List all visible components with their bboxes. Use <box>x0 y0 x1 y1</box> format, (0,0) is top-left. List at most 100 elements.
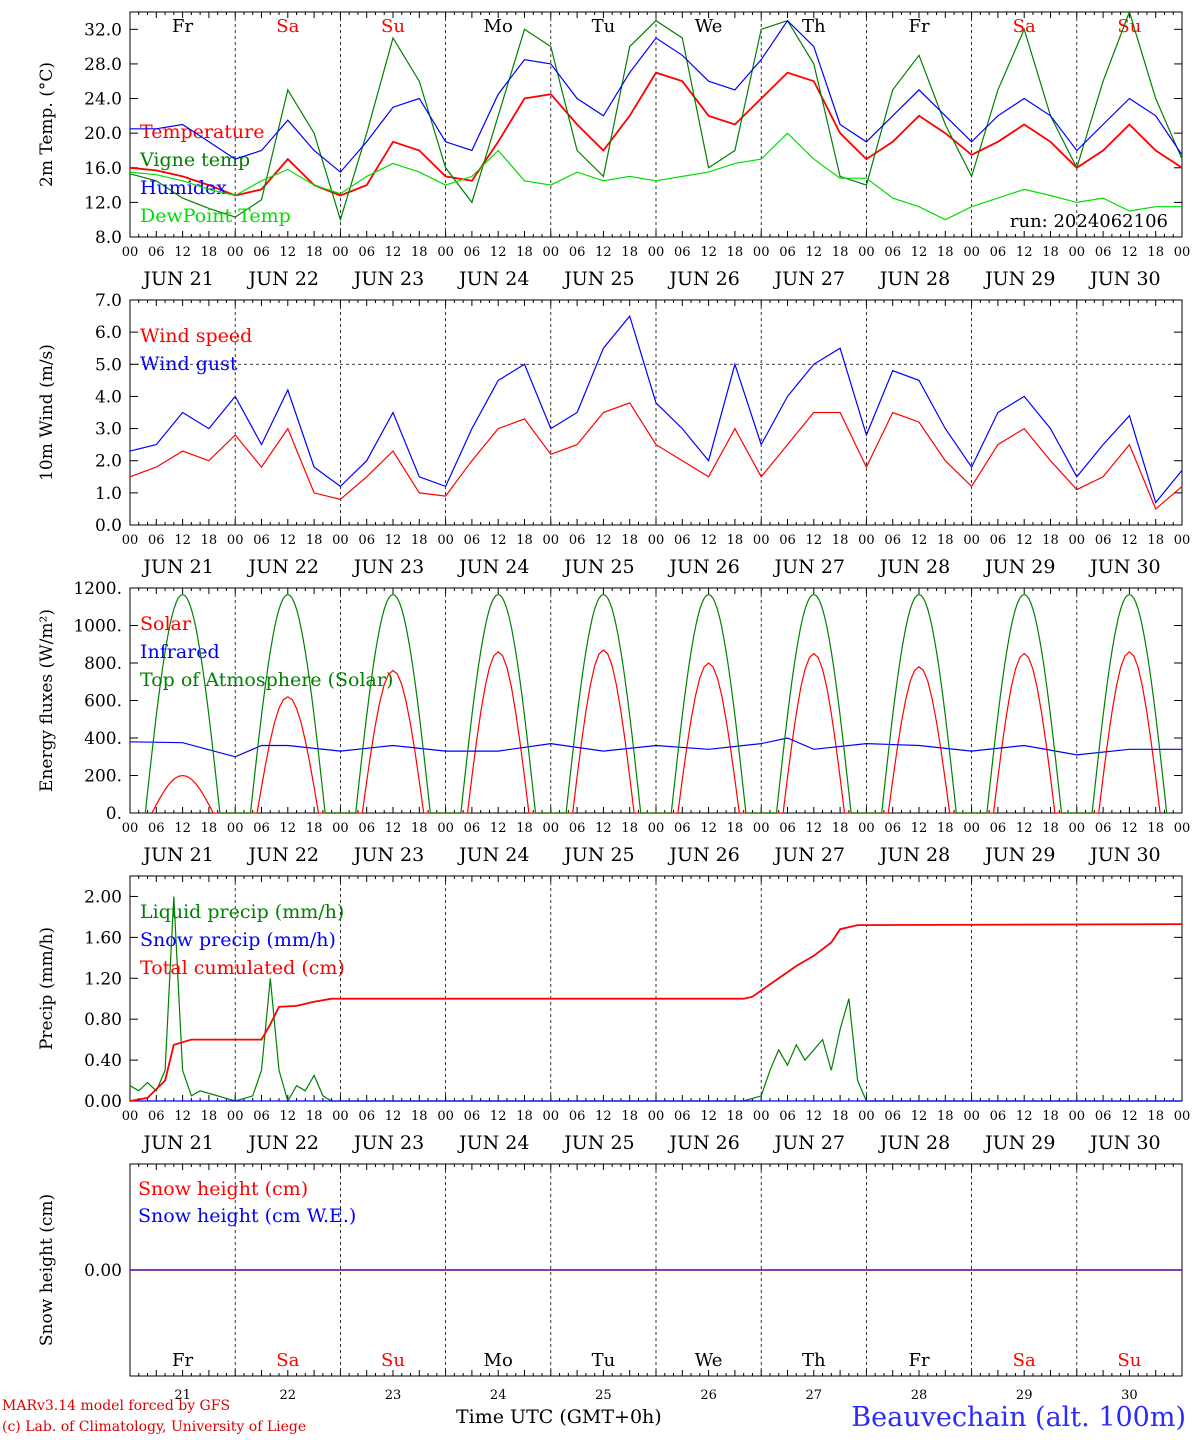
legend-series-wind-gust: Wind gust <box>140 353 238 375</box>
date-label: JUN 22 <box>247 844 319 866</box>
weekday-label: Th <box>802 16 826 37</box>
weekday-label: Tu <box>592 1350 616 1371</box>
series-vigne-temp-line <box>129 10 1183 222</box>
hour-label: 06 <box>884 1109 901 1124</box>
hour-label: 12 <box>595 533 612 548</box>
date-label: JUN 26 <box>667 268 739 290</box>
date-label: JUN 26 <box>667 1132 739 1154</box>
hour-label: 06 <box>358 1109 375 1124</box>
hour-label: 12 <box>700 245 717 260</box>
y-axis-label: Energy fluxes (W/m²) <box>37 609 57 792</box>
hour-label: 18 <box>411 821 428 836</box>
y-tick-label: 800. <box>84 654 122 674</box>
hour-label: 12 <box>595 245 612 260</box>
y-tick-label: 0.00 <box>84 1092 122 1112</box>
y-axis-label: Snow height (cm) <box>37 1194 57 1346</box>
hour-label: 06 <box>990 533 1007 548</box>
hour-label: 00 <box>963 533 980 548</box>
credit-model: MARv3.14 model forced by GFS <box>2 1398 231 1414</box>
legend-series-dewpoint-temp: DewPoint Temp <box>140 205 291 227</box>
hour-label: 06 <box>674 1109 691 1124</box>
weekday-label: Fr <box>908 1350 929 1371</box>
hour-label: 18 <box>727 533 744 548</box>
series-top-of-atmosphere-solar-line <box>144 593 1168 814</box>
y-tick-label: 3.0 <box>95 420 122 440</box>
hour-label: 06 <box>148 533 165 548</box>
hour-label: 18 <box>306 1109 323 1124</box>
panel-precip: 0.00 0.40 0.80 1.20 1.60 2.00 Precip (mm/h) 00 0… <box>37 875 1190 1154</box>
hour-label: 06 <box>674 245 691 260</box>
date-label: JUN 23 <box>352 844 424 866</box>
y-tick-label: 2.00 <box>84 887 122 907</box>
hour-label: 00 <box>753 245 770 260</box>
hour-label: 00 <box>963 245 980 260</box>
hour-label: 06 <box>569 821 586 836</box>
date-label: JUN 28 <box>878 1132 950 1154</box>
hour-label: 06 <box>253 245 270 260</box>
hour-label: 06 <box>779 821 796 836</box>
hour-label: 12 <box>385 821 402 836</box>
hour-label: 06 <box>884 821 901 836</box>
hour-label: 12 <box>806 1109 823 1124</box>
hour-label: 00 <box>227 1109 244 1124</box>
hour-label: 12 <box>1016 1109 1033 1124</box>
hour-label: 00 <box>437 533 454 548</box>
legend-series-solar: Solar <box>140 613 192 635</box>
hour-label: 18 <box>1042 245 1059 260</box>
date-label: JUN 23 <box>352 1132 424 1154</box>
legend-series-liquid-precip-mm-h: Liquid precip (mm/h) <box>140 901 344 923</box>
hour-label: 12 <box>490 533 507 548</box>
hour-label: 06 <box>464 533 481 548</box>
hour-label: 06 <box>779 1109 796 1124</box>
weekday-label: We <box>695 16 723 37</box>
date-label: JUN 25 <box>562 556 634 578</box>
hour-label: 12 <box>1121 1109 1138 1124</box>
hour-label: 12 <box>174 533 191 548</box>
hour-label: 00 <box>1174 533 1191 548</box>
y-tick-label: 0.00 <box>84 1261 122 1281</box>
date-label: JUN 21 <box>141 844 213 866</box>
hour-label: 18 <box>306 245 323 260</box>
y-tick-label: 32.0 <box>84 20 122 40</box>
hour-label: 12 <box>595 821 612 836</box>
hour-label: 06 <box>884 245 901 260</box>
hour-label: 06 <box>464 245 481 260</box>
hour-label: 18 <box>201 821 218 836</box>
hour-label: 06 <box>253 1109 270 1124</box>
hour-label: 00 <box>437 245 454 260</box>
date-label: JUN 27 <box>773 268 845 290</box>
date-label: JUN 30 <box>1088 268 1160 290</box>
hour-label: 18 <box>1042 821 1059 836</box>
series-wind-speed-line <box>129 402 1183 510</box>
weekday-label: Th <box>802 1350 826 1371</box>
hour-label: 00 <box>753 1109 770 1124</box>
date-label: JUN 21 <box>141 268 213 290</box>
hour-label: 12 <box>1121 821 1138 836</box>
date-label: JUN 27 <box>773 556 845 578</box>
hour-label: 00 <box>648 533 665 548</box>
y-tick-label: 0. <box>106 804 122 824</box>
legend-series-total-cumulated-cm: Total cumulated (cm) <box>140 957 345 979</box>
hour-label: 00 <box>227 245 244 260</box>
date-label: JUN 22 <box>247 556 319 578</box>
day-number-label: 27 <box>806 1388 823 1403</box>
hour-label: 00 <box>753 533 770 548</box>
hour-label: 18 <box>516 533 533 548</box>
hour-label: 12 <box>1016 821 1033 836</box>
y-tick-label: 200. <box>84 767 122 787</box>
hour-label: 12 <box>806 821 823 836</box>
hour-label: 06 <box>884 533 901 548</box>
hour-label: 00 <box>437 821 454 836</box>
run-annotation: run: 2024062106 <box>1010 211 1168 232</box>
hour-label: 12 <box>385 533 402 548</box>
hour-label: 18 <box>832 1109 849 1124</box>
legend-series-vigne-temp: Vigne temp <box>139 149 250 171</box>
hour-label: 00 <box>332 533 349 548</box>
date-label: JUN 21 <box>141 556 213 578</box>
hour-label: 18 <box>621 533 638 548</box>
hour-label: 00 <box>963 1109 980 1124</box>
hour-label: 06 <box>148 821 165 836</box>
y-axis-label: 2m Temp. (°C) <box>37 62 57 187</box>
hour-label: 00 <box>1069 245 1086 260</box>
hour-label: 06 <box>1095 245 1112 260</box>
